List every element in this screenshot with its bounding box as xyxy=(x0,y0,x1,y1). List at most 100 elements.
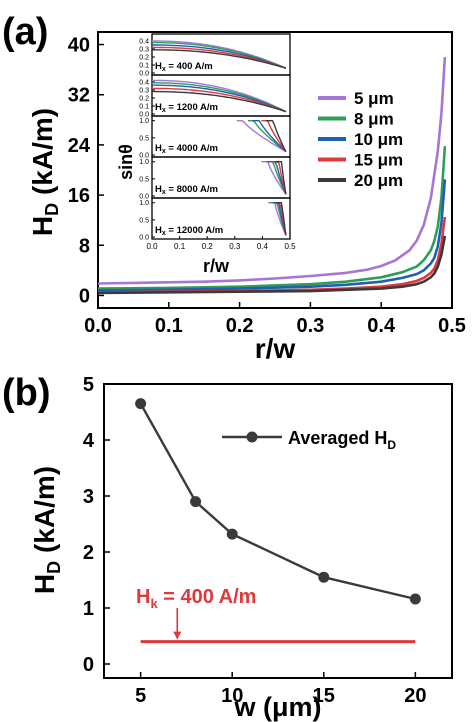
panel-b-series xyxy=(135,398,421,644)
panel-b-x-ticks: 5 10 15 20 xyxy=(135,672,426,707)
svg-text:HD (kA/m): HD (kA/m) xyxy=(29,466,64,594)
inset-y-tick-label: 0.0 xyxy=(139,71,149,78)
panel-a-frame xyxy=(97,31,453,309)
inset-x-tick-label: 0.3 xyxy=(229,242,241,251)
panel-a-y-tick-label: 32 xyxy=(68,85,90,107)
inset-y-tick-label: 0.0 xyxy=(139,235,149,242)
averaged-hd-point xyxy=(190,496,202,508)
inset-curve-3 xyxy=(152,87,287,113)
panel-b-y-tick-label: 4 xyxy=(83,430,95,452)
averaged-hd-point xyxy=(318,571,330,583)
inset-y-tick-label: 0.5 xyxy=(139,176,149,183)
inset-curve-4 xyxy=(152,90,287,113)
inset-curve-2 xyxy=(152,44,287,69)
panel-b-x-tick-label: 20 xyxy=(404,685,426,707)
inset-curves xyxy=(268,201,287,236)
panel-a-y-tick-label: 8 xyxy=(79,235,90,257)
panel-a-x-tick-label: 0.5 xyxy=(438,315,466,337)
panel-a-series-line-4 xyxy=(97,235,447,295)
panel-a-inset: 0.00.10.20.30.4Hx = 400 A/m0.00.10.20.30… xyxy=(116,33,296,276)
inset-y-tick-label: 0.2 xyxy=(139,55,149,62)
inset-y-tick-label: 0.0 xyxy=(139,112,149,119)
panel-b-y-tick-label: 5 xyxy=(83,374,94,396)
panel-b-y-axis-label: HD (kA/m) xyxy=(29,466,64,594)
panel-a-legend-label-0: 5 μm xyxy=(354,89,394,108)
averaged-hd-point xyxy=(135,398,147,410)
inset-x-tick-label: 0.0 xyxy=(146,242,158,251)
panel-b-x-axis-label: w (μm) xyxy=(233,692,321,722)
panel-a-x-axis-label: r/w xyxy=(255,333,296,364)
inset-y-tick-label: 0.0 xyxy=(139,153,149,160)
panel-b-legend-swatch-marker xyxy=(246,431,258,443)
inset-subpanel-4: 0.0 0.5 1.0 Hx = 12000 A/m xyxy=(139,197,291,242)
inset-y-tick-label: 0.3 xyxy=(139,47,149,54)
inset-subpanel-1: 0.00.10.20.30.4Hx = 1200 A/m xyxy=(139,74,291,119)
panel-a-ylabel-sub: D xyxy=(42,203,62,216)
inset-curves xyxy=(152,40,287,69)
inset-subpanels: 0.00.10.20.30.4Hx = 400 A/m0.00.10.20.30… xyxy=(139,33,291,242)
inset-x-tick-label: 0.5 xyxy=(284,242,296,251)
panel-b-plot: 0 1 2 3 4 5 5 10 15 20 xyxy=(83,374,453,707)
inset-y-tick-label: 0.4 xyxy=(139,80,149,87)
inset-curve-1 xyxy=(152,41,287,69)
hk-annotation-arrow-head xyxy=(173,631,182,640)
inset-curve-1 xyxy=(152,82,287,113)
panel-a-y-tick-label: 24 xyxy=(68,135,91,157)
panel-b-legend: Averaged HD xyxy=(222,428,396,452)
inset-curve-2 xyxy=(268,160,287,195)
panel-b-x-tick-label: 15 xyxy=(313,685,335,707)
averaged-hd-point xyxy=(226,528,238,540)
panel-a-legend-label-1: 8 μm xyxy=(354,110,394,129)
inset-x-axis-label: r/w xyxy=(203,256,230,276)
panel-b-y-tick-label: 0 xyxy=(83,654,94,676)
inset-curve-4 xyxy=(152,49,287,69)
inset-curve-2 xyxy=(152,84,287,113)
panel-b-annotation: Hk = 400 A/m xyxy=(136,586,256,640)
panel-a-x-ticks: 0.0 0.1 0.2 0.3 0.4 0.5 xyxy=(84,302,466,337)
inset-x-tick-label: 0.4 xyxy=(257,242,269,251)
hk-annotation-label: Hk = 400 A/m xyxy=(136,586,256,611)
panel-a-legend-label-2: 10 μm xyxy=(354,130,403,149)
panel-a-y-tick-label: 40 xyxy=(68,35,90,57)
inset-subpanel-label: Hx = 4000 A/m xyxy=(155,143,218,155)
inset-curve-3 xyxy=(261,119,287,153)
panel-a-series-line-2 xyxy=(97,179,447,292)
panel-b-legend-label: Averaged HD xyxy=(288,428,396,452)
panel-b-y-tick-label: 3 xyxy=(83,486,94,508)
inset-y-tick-label: 0.5 xyxy=(139,217,149,224)
panel-a-y-tick-label: 16 xyxy=(68,185,90,207)
inset-curve-0 xyxy=(261,160,287,195)
panel-a-label: (a) xyxy=(2,11,48,53)
panel-a-x-tick-label: 0.3 xyxy=(296,315,324,337)
panel-b-y-tick-label: 2 xyxy=(83,542,94,564)
inset-y-axis-label: sinθ xyxy=(116,144,136,180)
panel-a-x-tick-label: 0.0 xyxy=(84,315,112,337)
inset-x-tick-label: 0.2 xyxy=(202,242,214,251)
panel-b-y-ticks: 0 1 2 3 4 5 xyxy=(83,374,110,676)
inset-y-tick-label: 1.0 xyxy=(139,200,149,207)
panel-a-series-line-0 xyxy=(97,57,447,285)
inset-curve-1 xyxy=(247,119,287,153)
inset-subpanel-2: 0.0 0.5 1.0 Hx = 4000 A/m xyxy=(139,115,291,160)
inset-y-tick-label: 1.0 xyxy=(139,118,149,125)
panel-a-legend-label-4: 20 μm xyxy=(354,171,403,190)
inset-curve-0 xyxy=(152,79,287,113)
panel-a-ylabel-unit: (kA/m) xyxy=(27,108,58,203)
inset-y-tick-label: 1.0 xyxy=(139,159,149,166)
panel-b-ylabel-main: H xyxy=(29,574,60,594)
panel-b-y-tick-label: 1 xyxy=(83,598,94,620)
inset-x-ticks: 0.0 0.1 0.2 0.3 0.4 0.5 xyxy=(146,236,296,251)
panel-a-legend-label-3: 15 μm xyxy=(354,151,403,170)
inset-subpanel-frame xyxy=(151,197,291,240)
panel-a-x-tick-label: 0.2 xyxy=(226,315,254,337)
inset-subpanel-label: Hx = 1200 A/m xyxy=(155,102,218,114)
inset-curves xyxy=(236,119,287,153)
inset-subpanel-label: Hx = 12000 A/m xyxy=(155,225,223,237)
panel-b: (b) 0 1 2 3 4 5 5 10 15 20 HD (kA/m) w (μm) Aver… xyxy=(2,372,453,722)
panel-b-ylabel-unit: (kA/m) xyxy=(29,466,60,561)
inset-y-tick-label: 0.3 xyxy=(139,88,149,95)
inset-curve-3 xyxy=(152,46,287,69)
